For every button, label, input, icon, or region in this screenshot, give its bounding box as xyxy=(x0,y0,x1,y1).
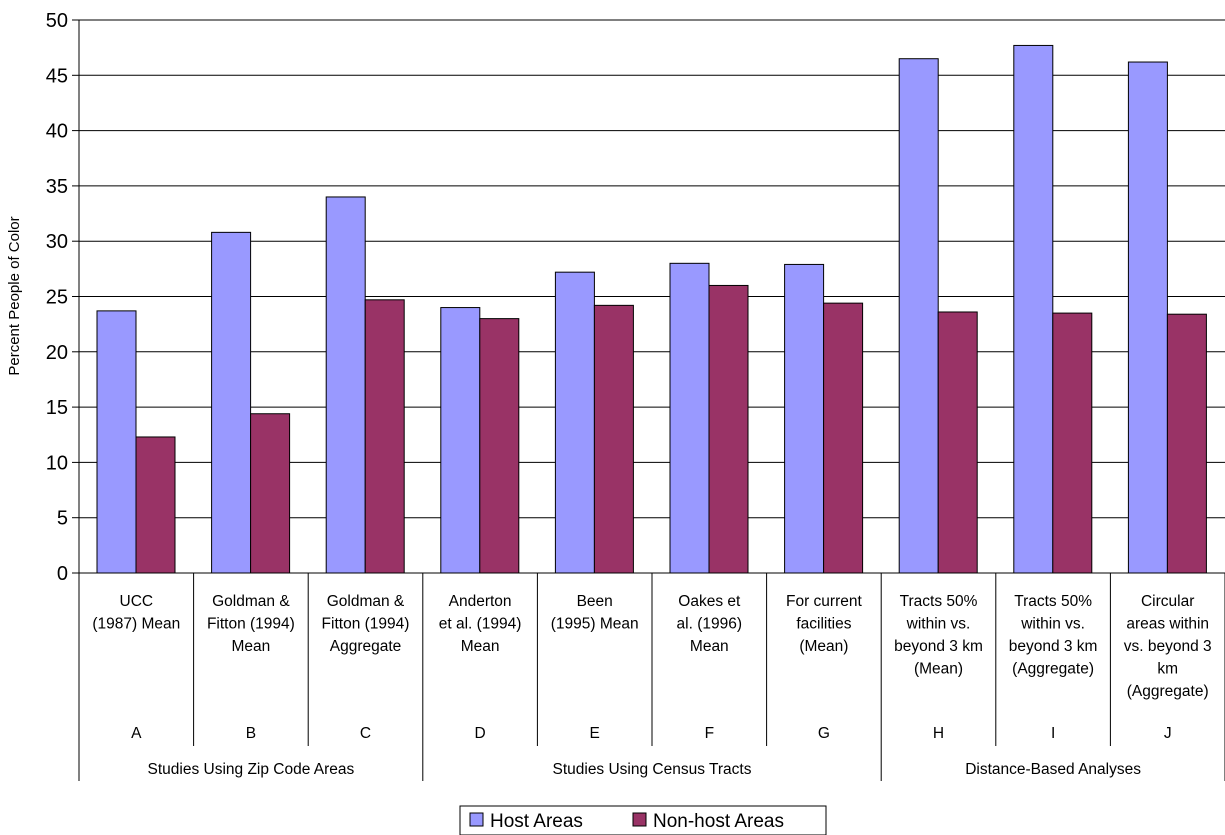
category-label: For current facilities (Mean) xyxy=(786,593,862,655)
bar-non-host-areas xyxy=(937,311,978,574)
bar-non-host-areas xyxy=(1052,312,1093,574)
category-label-line: beyond 3 km xyxy=(1009,638,1098,655)
category-label-line: (1995) Mean xyxy=(551,616,639,633)
bar-host-areas xyxy=(1013,44,1054,574)
category-label-line: Goldman & xyxy=(327,593,405,610)
group-labels: Studies Using Zip Code Areas Studies Usin… xyxy=(148,761,1142,778)
category-label-line: Mean xyxy=(461,638,500,655)
group-label: Distance-Based Analyses xyxy=(965,761,1141,778)
axes xyxy=(78,20,1225,781)
category-label-line: For current xyxy=(786,593,862,610)
y-tick-label: 40 xyxy=(46,121,68,143)
y-tick-label: 0 xyxy=(57,563,68,585)
y-tick-label: 5 xyxy=(57,508,68,530)
category-label-line: Aggregate xyxy=(330,638,402,655)
bar-host-areas xyxy=(669,262,710,574)
legend-label: Host Areas xyxy=(490,811,583,832)
category-label-line: al. (1996) xyxy=(677,616,742,633)
bar-non-host-areas xyxy=(593,304,634,574)
category-label-line: within vs. xyxy=(906,616,971,633)
legend-swatch-non-host-areas xyxy=(632,812,647,827)
bar-non-host-areas xyxy=(1166,313,1207,574)
category-label-line: Fitton (1994) xyxy=(207,616,295,633)
bar-non-host-areas xyxy=(364,299,405,574)
y-tick-label: 15 xyxy=(46,397,68,419)
category-label: Oakes et al. (1996) Mean xyxy=(677,593,742,655)
category-letter: C xyxy=(360,725,371,742)
category-letter: G xyxy=(818,725,830,742)
bar-non-host-areas xyxy=(250,413,291,574)
category-label-line: beyond 3 km xyxy=(894,638,983,655)
category-letter: B xyxy=(246,725,256,742)
legend-swatch-host-areas xyxy=(469,812,484,827)
y-tick-label: 30 xyxy=(46,231,68,253)
category-letter: A xyxy=(131,725,142,742)
category-label: Anderton et al. (1994) Mean xyxy=(439,593,522,655)
bar-non-host-areas xyxy=(823,302,864,574)
category-letter: E xyxy=(590,725,600,742)
category-label-line: within vs. xyxy=(1020,616,1085,633)
y-tick-label: 45 xyxy=(46,65,68,87)
category-label: Goldman & Fitton (1994) Aggregate xyxy=(322,593,410,655)
category-label-line: (Mean) xyxy=(914,661,963,678)
bar-host-areas xyxy=(96,310,137,574)
category-label: Circular areas within vs. beyond 3 km (Aggre… xyxy=(1124,593,1212,700)
bars xyxy=(96,44,1207,574)
category-label-line: Mean xyxy=(690,638,729,655)
category-label-line: (Mean) xyxy=(799,638,848,655)
legend-box xyxy=(459,805,827,835)
group-label: Studies Using Zip Code Areas xyxy=(148,761,355,778)
bar-host-areas xyxy=(554,271,595,574)
category-letter: H xyxy=(933,725,944,742)
y-tick-labels: 0 5 10 15 20 25 30 35 40 45 50 xyxy=(46,10,68,585)
category-label-line: (Aggregate) xyxy=(1012,661,1094,678)
category-label-line: facilities xyxy=(796,616,851,633)
category-label: Been (1995) Mean xyxy=(551,593,639,633)
legend-label: Non-host Areas xyxy=(653,811,784,832)
category-labels: UCC (1987) Mean A Goldman & Fitton (1994) Mea… xyxy=(92,593,1211,742)
category-label-line: vs. beyond 3 xyxy=(1124,638,1212,655)
category-label: Tracts 50% within vs. beyond 3 km (Mean) xyxy=(894,593,983,678)
category-label-line: Anderton xyxy=(449,593,512,610)
bar-host-areas xyxy=(325,196,366,574)
y-tick-label: 20 xyxy=(46,342,68,364)
category-label-line: areas within xyxy=(1126,616,1209,633)
bar-non-host-areas xyxy=(135,436,176,574)
y-tick-label: 10 xyxy=(46,452,68,474)
category-label-line: Fitton (1994) xyxy=(322,616,410,633)
category-label-line: Circular xyxy=(1141,593,1194,610)
y-tick-label: 35 xyxy=(46,176,68,198)
category-label-line: (Aggregate) xyxy=(1127,683,1209,700)
category-label-line: et al. (1994) xyxy=(439,616,522,633)
bar-host-areas xyxy=(211,231,252,574)
bar-non-host-areas xyxy=(708,284,749,574)
category-letter: I xyxy=(1051,725,1055,742)
category-letter: F xyxy=(705,725,714,742)
bar-host-areas xyxy=(1127,61,1168,574)
legend: Host Areas Non-host Areas xyxy=(459,805,827,835)
category-label-line: Oakes et xyxy=(678,593,741,610)
bar-non-host-areas xyxy=(479,318,520,574)
bar-host-areas xyxy=(784,263,825,574)
category-label-line: km xyxy=(1157,661,1178,678)
category-label-line: (1987) Mean xyxy=(92,616,180,633)
y-axis-label: Percent People of Color xyxy=(6,216,23,375)
bar-host-areas xyxy=(898,58,939,574)
category-label: Tracts 50% within vs. beyond 3 km (Aggregat… xyxy=(1009,593,1098,678)
category-letter: D xyxy=(474,725,485,742)
category-label: UCC (1987) Mean xyxy=(92,593,180,633)
category-label-line: Mean xyxy=(232,638,271,655)
group-label: Studies Using Census Tracts xyxy=(552,761,751,778)
category-letter: J xyxy=(1164,725,1172,742)
category-label-line: Goldman & xyxy=(212,593,290,610)
y-tick-label: 25 xyxy=(46,287,68,309)
category-label-line: Tracts 50% xyxy=(1014,593,1092,610)
bar-host-areas xyxy=(440,307,481,574)
y-tick-label: 50 xyxy=(46,10,68,32)
category-label-line: Tracts 50% xyxy=(900,593,978,610)
category-label-line: Been xyxy=(577,593,613,610)
category-label: Goldman & Fitton (1994) Mean xyxy=(207,593,295,655)
category-label-line: UCC xyxy=(120,593,154,610)
